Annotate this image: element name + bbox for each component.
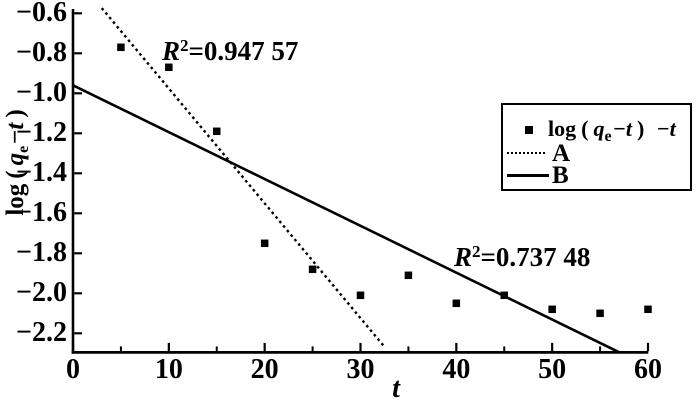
ann-a-r: R [162, 36, 181, 66]
ylabel-minus-t: −t [2, 122, 29, 145]
y-tick-label: −1.6 [16, 197, 67, 229]
legend-q: q [593, 116, 605, 141]
legend: log(qe−t) −t A B [501, 103, 692, 191]
y-tick-label: −2.2 [16, 317, 67, 349]
ann-a-sup: 2 [180, 36, 189, 55]
fit-line-a [100, 7, 385, 347]
legend-log: log [548, 116, 577, 141]
legend-square-marker-icon [525, 126, 533, 134]
scatter-point [308, 265, 317, 274]
y-tick-label: −1.4 [16, 157, 67, 189]
legend-sub-e: e [604, 128, 612, 145]
scatter-point [644, 305, 652, 314]
scatter-point [596, 309, 604, 318]
y-tick-label: −2.0 [16, 277, 67, 309]
x-tick-label: 20 [250, 354, 279, 385]
ylabel-close-paren: ) [2, 109, 29, 118]
legend-label-a: A [552, 140, 571, 167]
x-tick-label: 30 [346, 354, 375, 385]
scatter-point [500, 291, 508, 300]
legend-label-b: B [552, 162, 569, 189]
fit-line-b [72, 84, 620, 354]
scatter-point [117, 43, 125, 52]
r-squared-annotation-b: R2=0.737 48 [454, 242, 591, 275]
y-tick-label: −1.0 [16, 77, 67, 109]
x-tick-label: 10 [154, 354, 183, 385]
ann-b-sup: 2 [472, 242, 481, 261]
scatter-point [548, 305, 556, 314]
legend-close-paren: ) [637, 116, 645, 141]
x-tick-label: 0 [66, 354, 80, 385]
scatter-point [212, 127, 221, 136]
ann-b-value: =0.737 48 [480, 242, 591, 272]
r-squared-annotation-a: R2=0.947 57 [162, 36, 299, 69]
ann-a-value: =0.947 57 [188, 36, 299, 66]
y-tick-label: −0.8 [16, 37, 67, 69]
x-tick-label: 40 [442, 354, 471, 385]
legend-solid-line-icon [507, 174, 549, 177]
ylabel-log: log [2, 183, 29, 216]
scatter-point [165, 63, 173, 72]
ylabel-sub-e: e [15, 145, 32, 153]
scatter-point [452, 299, 461, 308]
legend-dotted-line-icon [507, 152, 547, 155]
ann-b-r: R [454, 242, 473, 272]
ylabel-open-paren: ( [2, 170, 29, 179]
scatter-point [404, 271, 413, 280]
legend-open-paren: ( [581, 116, 589, 141]
legend-series-label: log(qe−t) −t [548, 116, 676, 145]
y-tick-label: −0.6 [16, 0, 67, 29]
legend-minus-t: −t [612, 116, 633, 141]
x-tick-label: 60 [633, 354, 662, 385]
x-tick-label: 50 [538, 354, 567, 385]
y-axis-label: log ( qe−t) [2, 92, 32, 228]
scatter-point [260, 239, 269, 248]
scatter-point [356, 291, 365, 300]
legend-tail-minus-t: −t [656, 116, 676, 141]
ylabel-q: q [2, 152, 29, 166]
x-axis-label: t [392, 373, 400, 404]
y-tick-label: −1.2 [16, 117, 67, 149]
y-tick-label: −1.8 [16, 237, 67, 269]
